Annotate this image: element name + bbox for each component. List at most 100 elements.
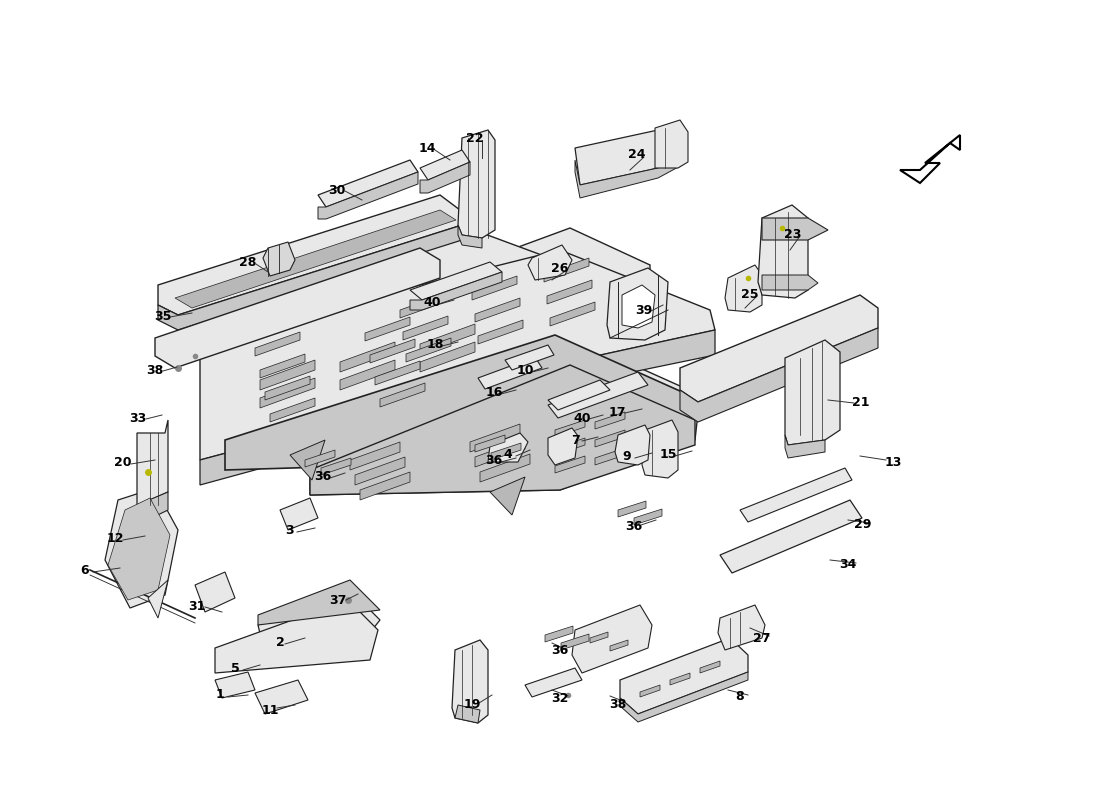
Polygon shape: [420, 150, 470, 180]
Polygon shape: [556, 420, 585, 437]
Polygon shape: [548, 428, 578, 465]
Text: 1: 1: [216, 689, 224, 702]
Polygon shape: [718, 605, 764, 650]
Polygon shape: [290, 440, 324, 480]
Polygon shape: [205, 300, 556, 355]
Polygon shape: [158, 195, 462, 315]
Polygon shape: [640, 685, 660, 697]
Text: 14: 14: [418, 142, 436, 154]
Polygon shape: [155, 248, 440, 368]
Polygon shape: [455, 705, 480, 723]
Text: 11: 11: [262, 703, 278, 717]
Text: 38: 38: [609, 698, 627, 710]
Polygon shape: [214, 672, 255, 698]
Polygon shape: [458, 130, 495, 238]
Text: 33: 33: [130, 411, 146, 425]
Polygon shape: [590, 632, 608, 643]
Text: 36: 36: [626, 519, 642, 533]
Polygon shape: [370, 339, 415, 363]
Polygon shape: [340, 342, 395, 372]
Polygon shape: [548, 380, 610, 410]
Polygon shape: [556, 438, 585, 455]
Polygon shape: [547, 280, 592, 304]
Polygon shape: [310, 350, 700, 495]
Polygon shape: [488, 433, 528, 462]
Text: 3: 3: [286, 523, 295, 537]
Polygon shape: [260, 354, 305, 378]
Polygon shape: [200, 250, 715, 460]
Text: 27: 27: [754, 631, 771, 645]
Text: 40: 40: [424, 297, 441, 310]
Polygon shape: [214, 600, 378, 673]
Text: 34: 34: [839, 558, 857, 571]
Polygon shape: [410, 272, 502, 310]
Polygon shape: [680, 328, 878, 422]
Text: 36: 36: [551, 645, 569, 658]
Polygon shape: [618, 501, 646, 517]
Text: 20: 20: [114, 457, 132, 470]
Polygon shape: [561, 634, 588, 650]
Polygon shape: [379, 228, 650, 385]
Polygon shape: [340, 360, 395, 390]
Text: 32: 32: [551, 691, 569, 705]
Polygon shape: [108, 498, 170, 600]
Polygon shape: [270, 398, 315, 422]
Text: 24: 24: [628, 149, 646, 162]
Polygon shape: [762, 218, 828, 240]
Polygon shape: [265, 376, 310, 400]
Text: 17: 17: [608, 406, 626, 418]
Polygon shape: [758, 205, 808, 298]
Text: 7: 7: [571, 434, 580, 446]
Text: 26: 26: [551, 262, 569, 274]
Polygon shape: [420, 162, 470, 193]
Text: 4: 4: [504, 449, 513, 462]
Polygon shape: [720, 500, 862, 573]
Text: 35: 35: [154, 310, 172, 322]
Polygon shape: [148, 580, 168, 618]
Text: 36: 36: [315, 470, 331, 483]
Text: 36: 36: [485, 454, 503, 467]
Polygon shape: [480, 454, 530, 482]
Polygon shape: [762, 275, 818, 290]
Polygon shape: [544, 626, 573, 642]
Polygon shape: [634, 509, 662, 525]
Polygon shape: [375, 361, 420, 385]
Polygon shape: [258, 590, 380, 655]
Polygon shape: [318, 160, 418, 207]
Text: 28: 28: [240, 257, 256, 270]
Text: 23: 23: [784, 229, 802, 242]
Polygon shape: [620, 638, 748, 714]
Polygon shape: [544, 258, 588, 282]
Polygon shape: [550, 302, 595, 326]
Polygon shape: [472, 276, 517, 300]
Polygon shape: [420, 342, 475, 372]
Polygon shape: [350, 442, 400, 470]
Text: 31: 31: [188, 601, 206, 614]
Polygon shape: [138, 420, 168, 505]
Text: 13: 13: [884, 455, 902, 469]
Polygon shape: [528, 245, 572, 280]
Text: 16: 16: [485, 386, 503, 399]
Text: 5: 5: [231, 662, 240, 674]
Polygon shape: [458, 225, 482, 248]
Polygon shape: [263, 242, 295, 276]
Polygon shape: [195, 572, 235, 612]
Polygon shape: [138, 492, 168, 525]
Polygon shape: [318, 172, 418, 219]
Text: 39: 39: [636, 303, 652, 317]
Polygon shape: [104, 488, 178, 608]
Polygon shape: [305, 450, 336, 467]
Polygon shape: [355, 457, 405, 485]
Polygon shape: [360, 472, 410, 500]
Text: 37: 37: [329, 594, 346, 607]
Polygon shape: [575, 158, 682, 198]
Polygon shape: [785, 435, 825, 458]
Polygon shape: [700, 661, 720, 673]
Polygon shape: [595, 448, 625, 465]
Polygon shape: [620, 672, 748, 722]
Text: 40: 40: [573, 411, 591, 425]
Polygon shape: [595, 412, 625, 429]
Polygon shape: [785, 340, 840, 445]
Polygon shape: [610, 640, 628, 651]
Polygon shape: [478, 320, 522, 344]
